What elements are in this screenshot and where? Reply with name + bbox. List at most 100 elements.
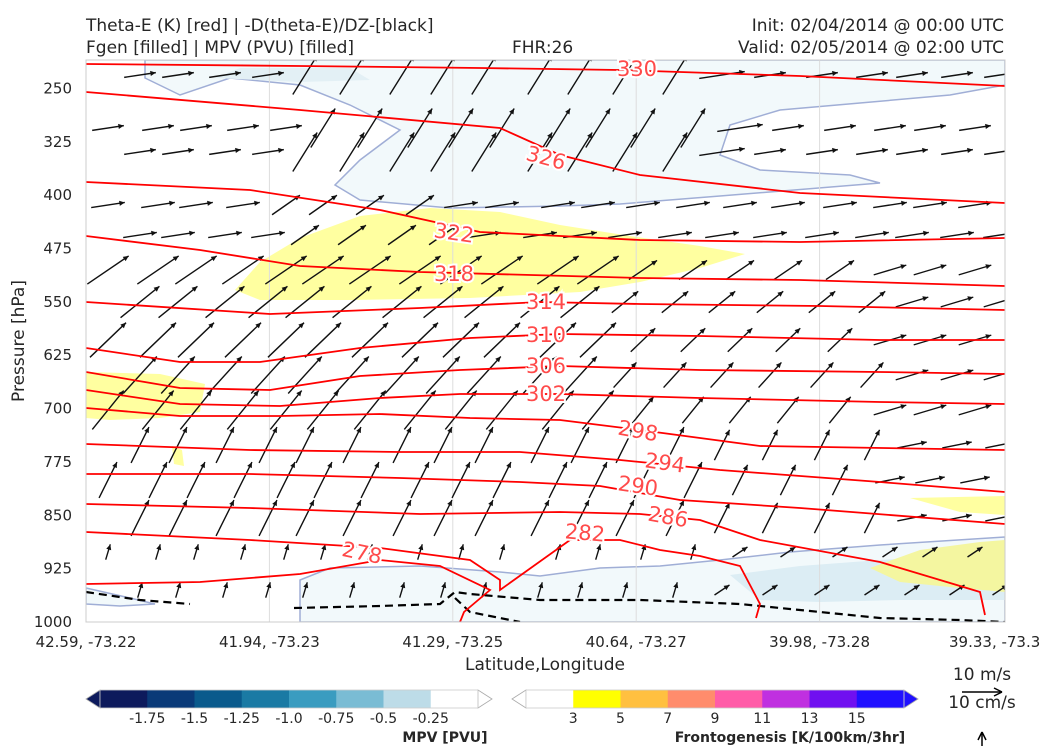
- wind-vector: [360, 461, 380, 499]
- wind-vector-head: [409, 132, 415, 139]
- wind-vector-head: [704, 200, 710, 206]
- wind-vector-head: [475, 255, 482, 262]
- wind-vector-head: [400, 582, 406, 589]
- colorbar-segment: [383, 690, 432, 708]
- wind-vector-head: [682, 291, 689, 297]
- wind-vector-head: [266, 582, 272, 589]
- x-tick-label: 39.33, -73.3: [949, 633, 1040, 651]
- y-axis-label: Pressure [hPa]: [9, 280, 29, 402]
- wind-vector: [808, 290, 836, 314]
- wind-vector-head: [832, 70, 838, 76]
- wind-vector-head: [298, 322, 305, 329]
- wind-vector-head: [1010, 148, 1016, 153]
- wind-vector: [662, 60, 686, 95]
- wind-vector: [676, 201, 710, 209]
- wind-vector: [873, 201, 907, 209]
- wind-vector-head: [578, 582, 584, 589]
- wind-vector: [392, 499, 412, 537]
- wind-vector-head: [290, 462, 295, 469]
- wind-vector-head: [940, 123, 946, 129]
- wind-vector: [430, 60, 454, 95]
- wind-vector-head: [206, 123, 212, 129]
- y-tick-label: 625: [43, 346, 72, 364]
- wind-vector: [863, 502, 881, 534]
- wind-vector-head: [255, 322, 262, 329]
- wind-vector-head: [879, 291, 886, 297]
- theta-e-contour: [86, 333, 1005, 363]
- colorbar-segment: [809, 690, 858, 708]
- wind-vector: [771, 201, 805, 209]
- wind-vector-head: [965, 440, 972, 446]
- theta-e-contour-label: 282: [564, 519, 606, 546]
- wind-vector: [267, 322, 305, 358]
- wind-vector: [423, 285, 463, 319]
- wind-vector-head: [654, 200, 660, 206]
- wind-vector-head: [544, 427, 549, 434]
- wind-vector-head: [488, 500, 493, 507]
- wind-vector-head: [967, 296, 974, 302]
- wind-vector: [985, 516, 1005, 522]
- wind-vector: [661, 290, 689, 314]
- wind-vector-head: [406, 500, 411, 507]
- wind-vector-head: [447, 500, 452, 507]
- wind-vector: [224, 322, 262, 358]
- wind-vector: [271, 194, 301, 216]
- wind-vector-head: [497, 286, 504, 292]
- wind-vector: [588, 461, 608, 499]
- wind-vector: [430, 132, 456, 172]
- wind-vector: [208, 231, 242, 239]
- wind-vector: [630, 108, 656, 148]
- colorbar-tick-label: -0.75: [318, 711, 354, 727]
- wind-vector-head: [591, 230, 597, 236]
- wind-vector: [177, 322, 215, 358]
- wind-vector: [913, 201, 947, 209]
- colorbar-segment: [147, 690, 195, 708]
- x-axis-label: Latitude,Longitude: [465, 655, 625, 675]
- wind-vector-head: [851, 200, 857, 206]
- wind-vector-head: [789, 547, 796, 553]
- fgen-region-left: [86, 372, 205, 420]
- wind-vector-head: [428, 195, 434, 201]
- wind-vector: [387, 224, 417, 246]
- theta-e-contour: [86, 235, 1005, 287]
- colorbar-outline: [525, 689, 905, 709]
- wind-vector: [407, 108, 433, 148]
- frontogenesis-colorbar-label: Frontogenesis [K/100km/3hr]: [675, 730, 905, 746]
- wind-vector: [630, 327, 656, 353]
- colorbar-tick-label: -0.25: [413, 711, 449, 727]
- wind-vector: [471, 60, 495, 95]
- wind-vector-head: [112, 462, 117, 469]
- wind-vector-head: [488, 427, 493, 434]
- colorbar-tick-label: -1.75: [129, 711, 165, 727]
- wind-vectors: [86, 60, 1016, 598]
- wind-vector-head: [472, 200, 478, 206]
- theta-e-contour: [86, 503, 986, 616]
- wind-vector-head: [309, 427, 314, 434]
- wind-vector-head: [874, 502, 880, 509]
- wind-vector-head: [254, 200, 260, 206]
- wind-vector-head: [900, 123, 906, 129]
- wind-vector-head: [427, 108, 433, 115]
- colorbar-segment: [856, 690, 905, 708]
- wind-vector: [562, 356, 598, 394]
- wind-vector-head: [630, 362, 637, 369]
- wind-vector-head: [985, 404, 992, 410]
- wind-vector-head: [701, 260, 708, 266]
- wind-vector: [756, 290, 784, 314]
- wind-vector-head: [296, 123, 302, 129]
- wind-vector-head: [223, 582, 229, 589]
- y-tick-label: 550: [43, 293, 72, 311]
- wind-vector-head: [176, 582, 182, 589]
- wind-vector: [444, 390, 478, 430]
- forecast-hour: FHR:26: [512, 38, 573, 58]
- wind-vector-head: [465, 462, 470, 469]
- wind-vector-head: [553, 286, 560, 292]
- wind-vector: [466, 356, 502, 394]
- wind-vector-head: [565, 108, 571, 115]
- wind-vector: [658, 231, 692, 239]
- wind-vector: [527, 60, 551, 95]
- wind-vector: [579, 322, 617, 358]
- wind-vector: [120, 285, 160, 319]
- wind-vector: [895, 296, 929, 308]
- wind-vector-head: [182, 500, 187, 507]
